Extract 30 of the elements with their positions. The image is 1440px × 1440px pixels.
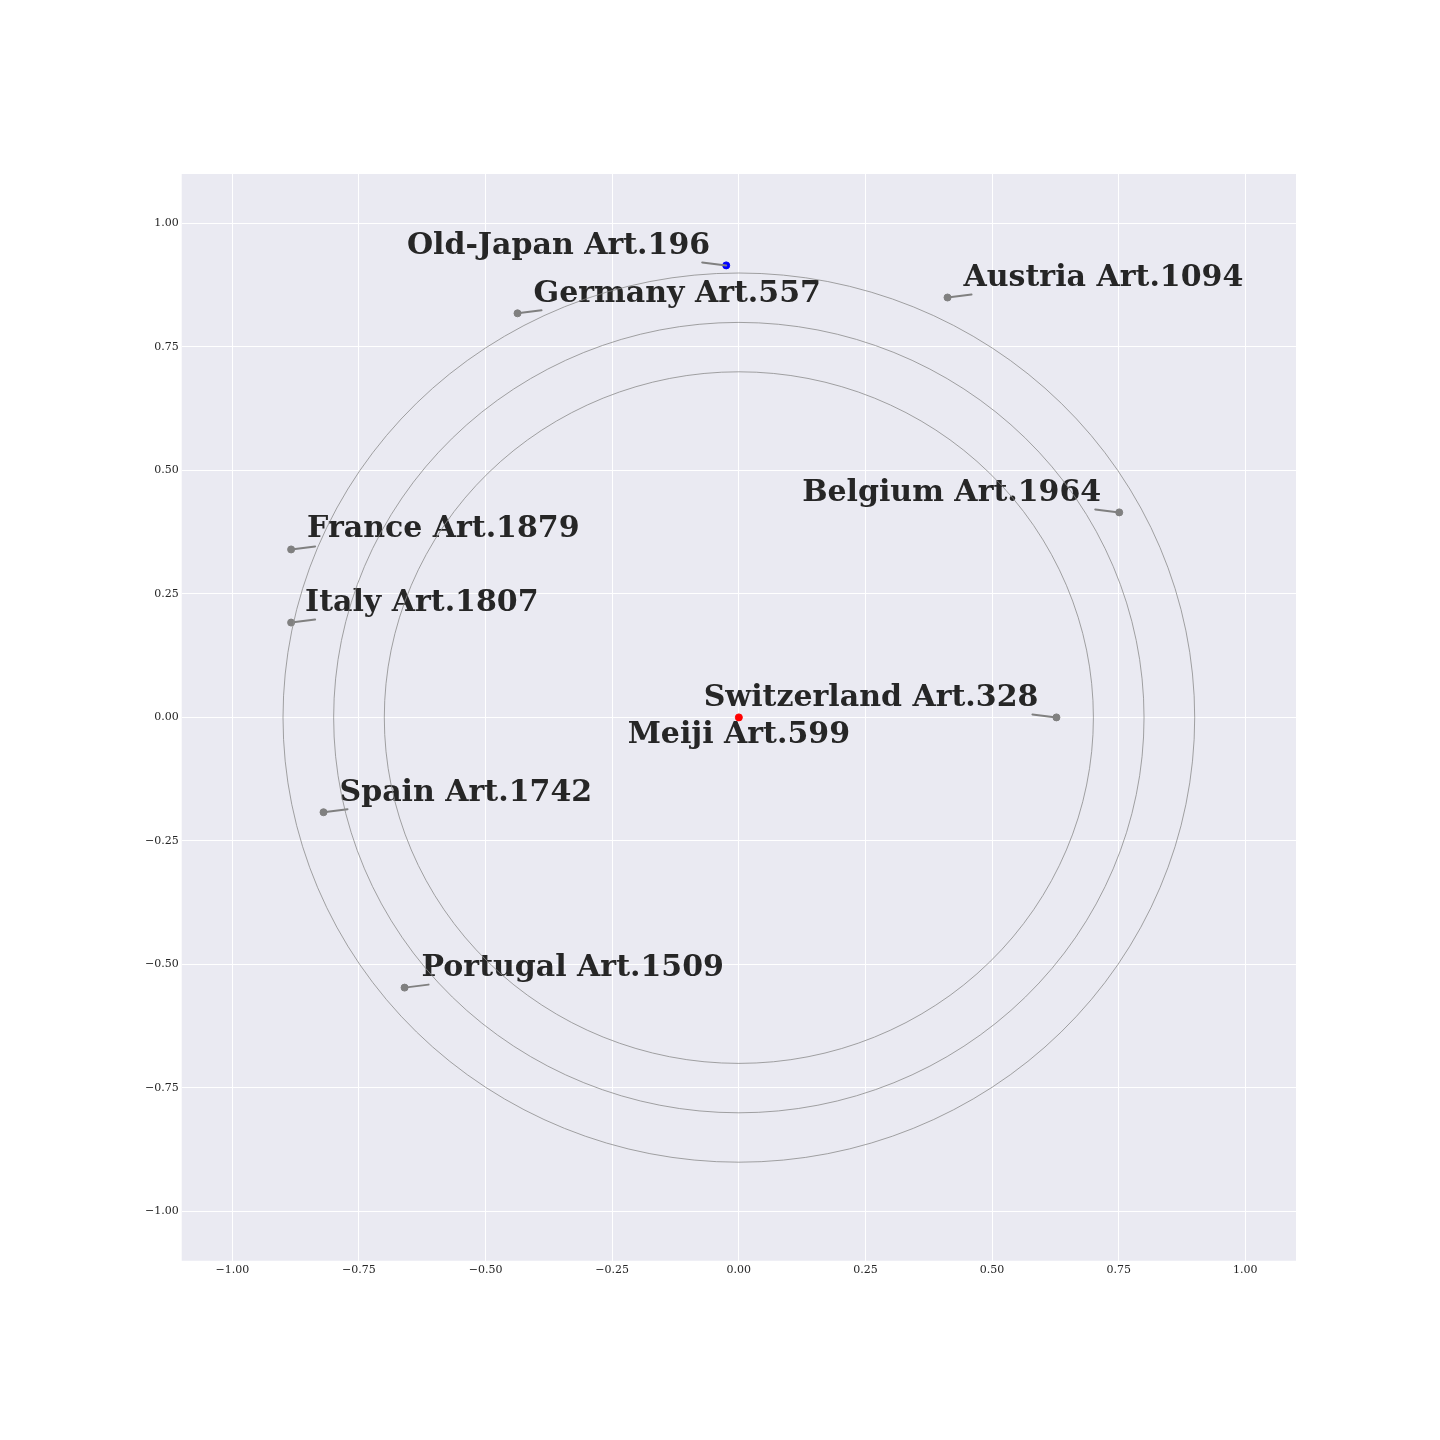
annotation: Spain Art.1742	[339, 773, 593, 809]
y-tick-label: 0.25	[154, 586, 179, 600]
annotation: Switzerland Art.328	[703, 678, 1039, 714]
y-tick-label: −0.50	[144, 957, 179, 971]
x-tick-label: 0.75	[1106, 1263, 1131, 1277]
annotation: Italy Art.1807	[305, 583, 539, 619]
annotation: Belgium Art.1964	[802, 473, 1102, 509]
x-tick-label: 1.00	[1233, 1263, 1258, 1277]
x-tick-label: −0.50	[468, 1263, 503, 1277]
point	[287, 545, 296, 554]
annotation: Austria Art.1094	[962, 258, 1244, 294]
y-tick-label: 0.50	[154, 463, 179, 477]
x-tick-label: 0.50	[979, 1263, 1005, 1277]
point	[1052, 713, 1061, 722]
annotation: Germany Art.557	[533, 274, 821, 310]
y-tick-label: 0.75	[154, 339, 179, 353]
y-tick-label: 1.00	[154, 216, 179, 230]
annotation: France Art.1879	[307, 509, 580, 545]
y-tick-label: 0.00	[154, 710, 179, 724]
x-tick-label: −0.75	[342, 1263, 376, 1277]
annotation: Portugal Art.1509	[421, 948, 724, 984]
y-tick-label: −1.00	[144, 1204, 179, 1218]
y-tick-label: −0.25	[144, 833, 179, 847]
annotation: Old-Japan Art.196	[406, 226, 711, 262]
x-tick-label: −0.25	[595, 1263, 630, 1277]
annotation: Meiji Art.599	[627, 715, 851, 751]
y-tick-label: −0.75	[144, 1080, 179, 1094]
x-tick-label: 0.25	[853, 1263, 878, 1277]
x-tick-label: −1.00	[215, 1263, 250, 1277]
x-tick-label: 0.00	[726, 1263, 752, 1277]
